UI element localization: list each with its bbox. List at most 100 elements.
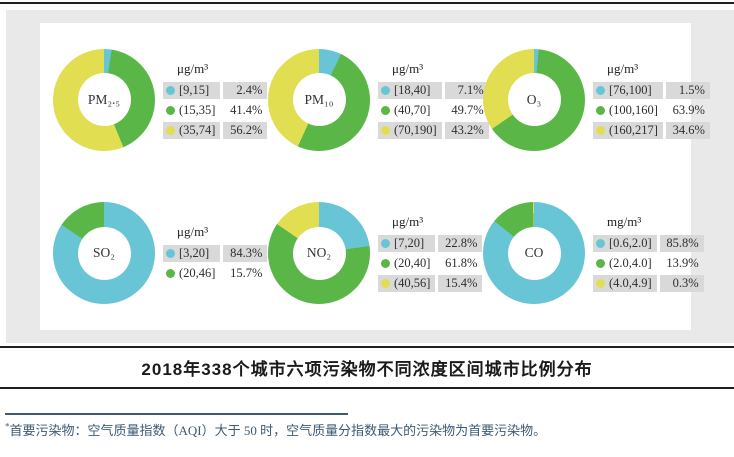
donut-label-co: CO xyxy=(507,226,561,280)
legend-pct-cell: 61.8% xyxy=(445,256,478,271)
swatch-dot-icon xyxy=(596,105,605,115)
footnote-marker: * xyxy=(5,421,10,432)
donut-label-no2: NO₂ xyxy=(292,226,346,280)
legend-pct-cell: 15.7% xyxy=(230,266,263,281)
legend-table: [0.6,2.0] 85.8% (2.0,4.0] 13.9% (4.0,4.9… xyxy=(593,235,704,293)
swatch-dot-icon xyxy=(381,279,390,289)
chart-pm10: PM₁₀ μg/m³ [18,40] 7.1% (40,70] 49.7% (7… xyxy=(255,23,489,177)
figure-title: 2018年338个城市六项污染物不同浓度区间城市比例分布 xyxy=(0,346,734,389)
legend-range-cell: [76,100] xyxy=(593,81,663,99)
donut-so2: SO₂ xyxy=(53,202,155,305)
donut-o3: O₃ xyxy=(483,48,585,151)
legend-range-cell: (20,46] xyxy=(163,265,220,282)
legend-pct-cell: 85.8% xyxy=(659,235,704,253)
legend-pct-cell: 34.6% xyxy=(665,121,710,139)
swatch-dot-icon xyxy=(596,259,605,269)
swatch-dot-icon xyxy=(596,239,605,249)
legend-range-cell: [18,40] xyxy=(378,81,442,99)
legend-range-cell: (100,160] xyxy=(593,102,663,119)
legend-pct-cell: 56.2% xyxy=(223,121,268,139)
swatch-dot-icon xyxy=(596,279,605,289)
legend-pct-cell: 43.2% xyxy=(444,121,489,139)
donut-label-pm25: PM₂.₅ xyxy=(77,73,131,127)
range-label: [3,20] xyxy=(179,246,210,261)
legend-pct-cell: 63.9% xyxy=(672,102,705,117)
swatch-dot-icon xyxy=(166,125,175,135)
chart-panel: PM₂.₅ μg/m³ [9,15] 2.4% (15,35] 41.4% (3… xyxy=(40,23,710,331)
legend-so2: μg/m³ [3,20] 84.3% (20,46] 15.7% xyxy=(163,224,268,282)
swatch-dot-icon xyxy=(166,269,175,279)
range-label: [9,15] xyxy=(179,82,210,97)
unit-label: μg/m³ xyxy=(392,60,424,76)
unit-label: μg/m³ xyxy=(177,224,209,240)
top-divider xyxy=(0,2,734,4)
legend-range-cell: [9,15] xyxy=(163,81,221,99)
range-label: (160,217] xyxy=(609,122,658,137)
swatch-dot-icon xyxy=(381,239,390,249)
legend-range-cell: (40,56] xyxy=(378,275,436,293)
donut-pm25: PM₂.₅ xyxy=(53,48,155,151)
unit-label: μg/m³ xyxy=(607,60,639,76)
legend-pct-cell: 7.1% xyxy=(444,81,489,99)
range-label: (20,40] xyxy=(394,256,431,271)
legend-pm10: μg/m³ [18,40] 7.1% (40,70] 49.7% (70,190… xyxy=(378,61,489,139)
legend-range-cell: (160,217] xyxy=(593,121,663,139)
legend-range-cell: (4.0,4.9] xyxy=(593,275,657,293)
donut-co: CO xyxy=(483,202,585,305)
range-label: (40,56] xyxy=(394,276,431,291)
range-label: [0.6,2.0] xyxy=(609,236,652,251)
legend-pct-cell: 1.5% xyxy=(665,81,710,99)
legend-range-cell: [3,20] xyxy=(163,245,221,263)
range-label: [18,40] xyxy=(394,82,431,97)
legend-no2: μg/m³ [7,20] 22.8% (20,40] 61.8% (40,56]… xyxy=(378,214,483,293)
range-label: (15,35] xyxy=(179,102,216,117)
legend-pct-cell: 13.9% xyxy=(666,256,699,271)
swatch-dot-icon xyxy=(596,125,605,135)
swatch-dot-icon xyxy=(166,249,175,259)
unit-label: μg/m³ xyxy=(177,60,209,76)
swatch-dot-icon xyxy=(381,125,390,135)
swatch-dot-icon xyxy=(166,85,175,95)
donut-label-so2: SO₂ xyxy=(77,226,131,280)
legend-range-cell: [7,20] xyxy=(378,235,436,253)
legend-table: [18,40] 7.1% (40,70] 49.7% (70,190] 43.2… xyxy=(378,81,489,139)
donut-no2: NO₂ xyxy=(268,202,370,305)
legend-range-cell: (15,35] xyxy=(163,102,220,119)
legend-range-cell: (2.0,4.0] xyxy=(593,255,657,272)
range-label: [7,20] xyxy=(394,236,425,251)
footnote: *首要污染物：空气质量指数（AQI）大于 50 时，空气质量分指数最大的污染物为… xyxy=(5,420,705,439)
legend-pct-cell: 41.4% xyxy=(230,102,263,117)
legend-table: [76,100] 1.5% (100,160] 63.9% (160,217] … xyxy=(593,81,710,139)
donut-label-pm10: PM₁₀ xyxy=(292,73,346,127)
unit-label: μg/m³ xyxy=(392,214,424,230)
range-label: (2.0,4.0] xyxy=(609,256,652,271)
legend-range-cell: (40,70] xyxy=(378,102,442,119)
legend-range-cell: [0.6,2.0] xyxy=(593,235,657,253)
swatch-dot-icon xyxy=(381,259,390,269)
range-label: (70,190] xyxy=(394,122,437,137)
chart-so2: SO₂ μg/m³ [3,20] 84.3% (20,46] 15.7% xyxy=(40,177,268,331)
legend-table: [7,20] 22.8% (20,40] 61.8% (40,56] 15.4% xyxy=(378,235,483,293)
swatch-dot-icon xyxy=(381,85,390,95)
legend-range-cell: (70,190] xyxy=(378,121,442,139)
swatch-dot-icon xyxy=(166,105,175,115)
range-label: (40,70] xyxy=(394,102,431,117)
legend-range-cell: (20,40] xyxy=(378,255,435,272)
chart-co: CO mg/m³ [0.6,2.0] 85.8% (2.0,4.0] 13.9%… xyxy=(470,177,710,331)
footnote-text: 首要污染物：空气质量指数（AQI）大于 50 时，空气质量分指数最大的污染物为首… xyxy=(9,423,547,438)
footnote-divider xyxy=(5,413,348,415)
legend-table: [3,20] 84.3% (20,46] 15.7% xyxy=(163,245,268,282)
legend-table: [9,15] 2.4% (15,35] 41.4% (35,74] 56.2% xyxy=(163,81,268,139)
chart-zone: PM₂.₅ μg/m³ [9,15] 2.4% (15,35] 41.4% (3… xyxy=(6,10,734,343)
range-label: (100,160] xyxy=(609,102,658,117)
range-label: (20,46] xyxy=(179,266,216,281)
chart-grid: PM₂.₅ μg/m³ [9,15] 2.4% (15,35] 41.4% (3… xyxy=(40,23,710,331)
chart-no2: NO₂ μg/m³ [7,20] 22.8% (20,40] 61.8% (40… xyxy=(255,177,483,331)
legend-pct-cell: 49.7% xyxy=(451,102,484,117)
legend-pct-cell: 22.8% xyxy=(438,235,483,253)
donut-pm10: PM₁₀ xyxy=(268,48,370,151)
legend-pct-cell: 2.4% xyxy=(223,81,268,99)
chart-pm25: PM₂.₅ μg/m³ [9,15] 2.4% (15,35] 41.4% (3… xyxy=(40,23,268,177)
chart-o3: O₃ μg/m³ [76,100] 1.5% (100,160] 63.9% (… xyxy=(470,23,710,177)
